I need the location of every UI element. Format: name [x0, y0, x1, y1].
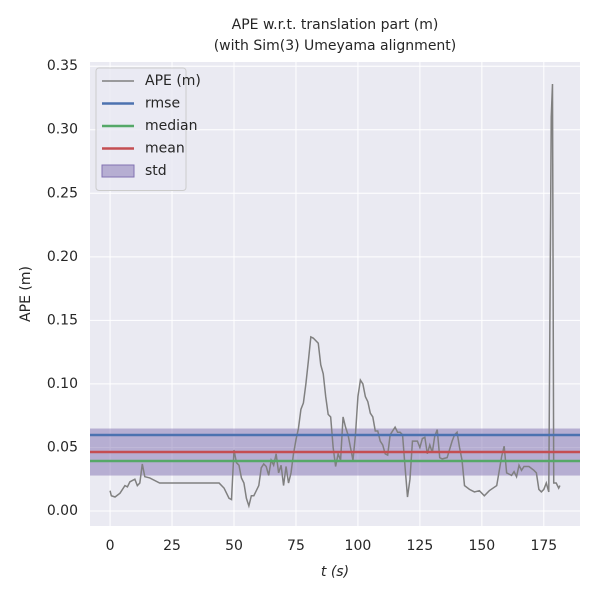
y-tick-label: 0.20 — [47, 249, 78, 265]
y-tick-label: 0.15 — [47, 312, 78, 328]
x-tick-label: 125 — [407, 538, 434, 554]
y-tick-label: 0.25 — [47, 185, 78, 201]
x-tick-label: 175 — [530, 538, 557, 554]
legend-label: median — [145, 118, 197, 134]
legend-label: rmse — [145, 96, 180, 112]
x-tick-label: 100 — [345, 538, 372, 554]
legend-label: APE (m) — [145, 73, 201, 89]
y-tick-label: 0.00 — [47, 503, 78, 519]
x-tick-label: 75 — [287, 538, 305, 554]
y-tick-label: 0.30 — [47, 122, 78, 138]
legend-swatch — [101, 164, 135, 178]
y-tick-label: 0.05 — [47, 439, 78, 455]
chart-title: APE w.r.t. translation part (m) — [232, 17, 439, 33]
chart-subtitle: (with Sim(3) Umeyama alignment) — [214, 38, 457, 54]
x-tick-label: 25 — [163, 538, 181, 554]
legend-label: mean — [145, 141, 185, 157]
y-tick-label: 0.35 — [47, 58, 78, 74]
y-axis-label: APE (m) — [18, 266, 34, 322]
x-tick-label: 0 — [106, 538, 115, 554]
legend-box — [95, 67, 187, 191]
x-axis-label: t (s) — [321, 564, 349, 580]
x-tick-label: 150 — [468, 538, 495, 554]
y-tick-label: 0.10 — [47, 376, 78, 392]
legend-label: std — [145, 163, 167, 179]
x-tick-label: 50 — [225, 538, 243, 554]
ape-line — [109, 83, 561, 509]
